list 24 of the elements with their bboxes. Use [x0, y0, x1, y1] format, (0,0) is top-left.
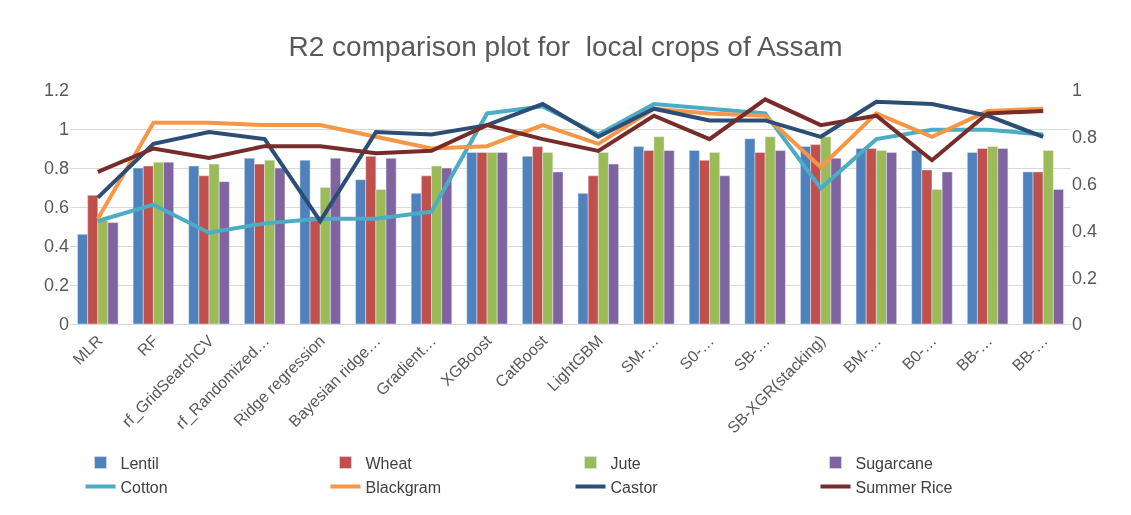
- legend-label: Cotton: [120, 478, 168, 496]
- chart-title: R2 comparison plot for local crops of Assam: [288, 30, 843, 62]
- y-tick-label: 1: [58, 119, 69, 140]
- legend-label: Lentil: [120, 454, 159, 472]
- y-tick-label: 0.8: [43, 158, 69, 179]
- legend-label: Jute: [610, 454, 641, 472]
- y2-tick-label: 0.4: [1072, 220, 1098, 241]
- legend-label: Wheat: [365, 454, 413, 472]
- x-tick-label: S0-…: [676, 331, 718, 373]
- legend-label: Summer Rice: [855, 478, 953, 496]
- legend-label: Castor: [610, 478, 659, 496]
- y-tick-label: 0.2: [43, 275, 69, 296]
- y2-tick-label: 0.2: [1072, 267, 1098, 288]
- line-series: [95, 97, 1046, 174]
- y2-tick-label: 0.8: [1072, 127, 1098, 148]
- legend-label: Sugarcane: [855, 454, 933, 472]
- y2-tick-label: 1: [1072, 80, 1083, 101]
- y-tick-label: 0.6: [43, 197, 69, 218]
- y2-tick-label: 0: [1072, 314, 1083, 335]
- y2-tick-label: 0.6: [1072, 173, 1098, 194]
- legend-label: Blackgram: [365, 478, 442, 496]
- y-tick-label: 0.4: [43, 236, 69, 257]
- y-tick-label: 1.2: [43, 80, 69, 101]
- y-tick-label: 0: [58, 314, 69, 335]
